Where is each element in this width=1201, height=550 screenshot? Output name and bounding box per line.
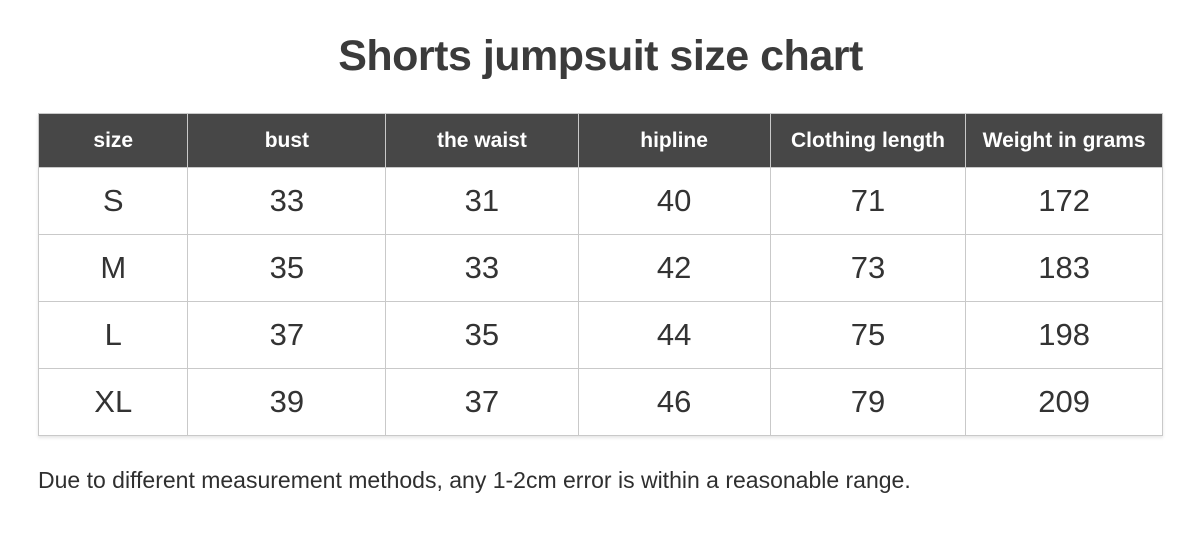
table-row-s: S 33 31 40 71 172 bbox=[37, 167, 1163, 235]
table-header-row: size bust the waist hipline Clothing len… bbox=[37, 113, 1163, 168]
table-row-xl: XL 39 37 46 79 209 bbox=[37, 368, 1163, 436]
cell-size: M bbox=[37, 234, 189, 302]
cell-clothing-length: 73 bbox=[769, 234, 967, 302]
cell-bust: 39 bbox=[187, 368, 387, 436]
cell-size: L bbox=[37, 301, 189, 369]
measurement-note: Due to different measurement methods, an… bbox=[38, 467, 911, 493]
cell-weight: 172 bbox=[965, 167, 1163, 235]
cell-waist: 35 bbox=[385, 301, 579, 369]
cell-weight: 198 bbox=[965, 301, 1163, 369]
col-header-size: size bbox=[37, 113, 189, 168]
page-title: Shorts jumpsuit size chart bbox=[338, 32, 863, 80]
col-header-weight: Weight in grams bbox=[965, 113, 1163, 168]
cell-clothing-length: 75 bbox=[769, 301, 967, 369]
col-header-waist: the waist bbox=[385, 113, 579, 168]
cell-hipline: 44 bbox=[577, 301, 771, 369]
col-header-hipline: hipline bbox=[577, 113, 771, 168]
col-header-bust: bust bbox=[187, 113, 387, 168]
table-row-m: M 35 33 42 73 183 bbox=[37, 234, 1163, 302]
cell-bust: 35 bbox=[187, 234, 387, 302]
cell-hipline: 42 bbox=[577, 234, 771, 302]
cell-bust: 33 bbox=[187, 167, 387, 235]
cell-clothing-length: 71 bbox=[769, 167, 967, 235]
cell-size: XL bbox=[37, 368, 189, 436]
cell-hipline: 46 bbox=[577, 368, 771, 436]
cell-clothing-length: 79 bbox=[769, 368, 967, 436]
cell-weight: 209 bbox=[965, 368, 1163, 436]
cell-size: S bbox=[37, 167, 189, 235]
size-chart-table: size bust the waist hipline Clothing len… bbox=[37, 113, 1163, 436]
cell-weight: 183 bbox=[965, 234, 1163, 302]
cell-bust: 37 bbox=[187, 301, 387, 369]
cell-hipline: 40 bbox=[577, 167, 771, 235]
table-row-l: L 37 35 44 75 198 bbox=[37, 301, 1163, 369]
col-header-clothing-length: Clothing length bbox=[769, 113, 967, 168]
cell-waist: 37 bbox=[385, 368, 579, 436]
cell-waist: 33 bbox=[385, 234, 579, 302]
cell-waist: 31 bbox=[385, 167, 579, 235]
